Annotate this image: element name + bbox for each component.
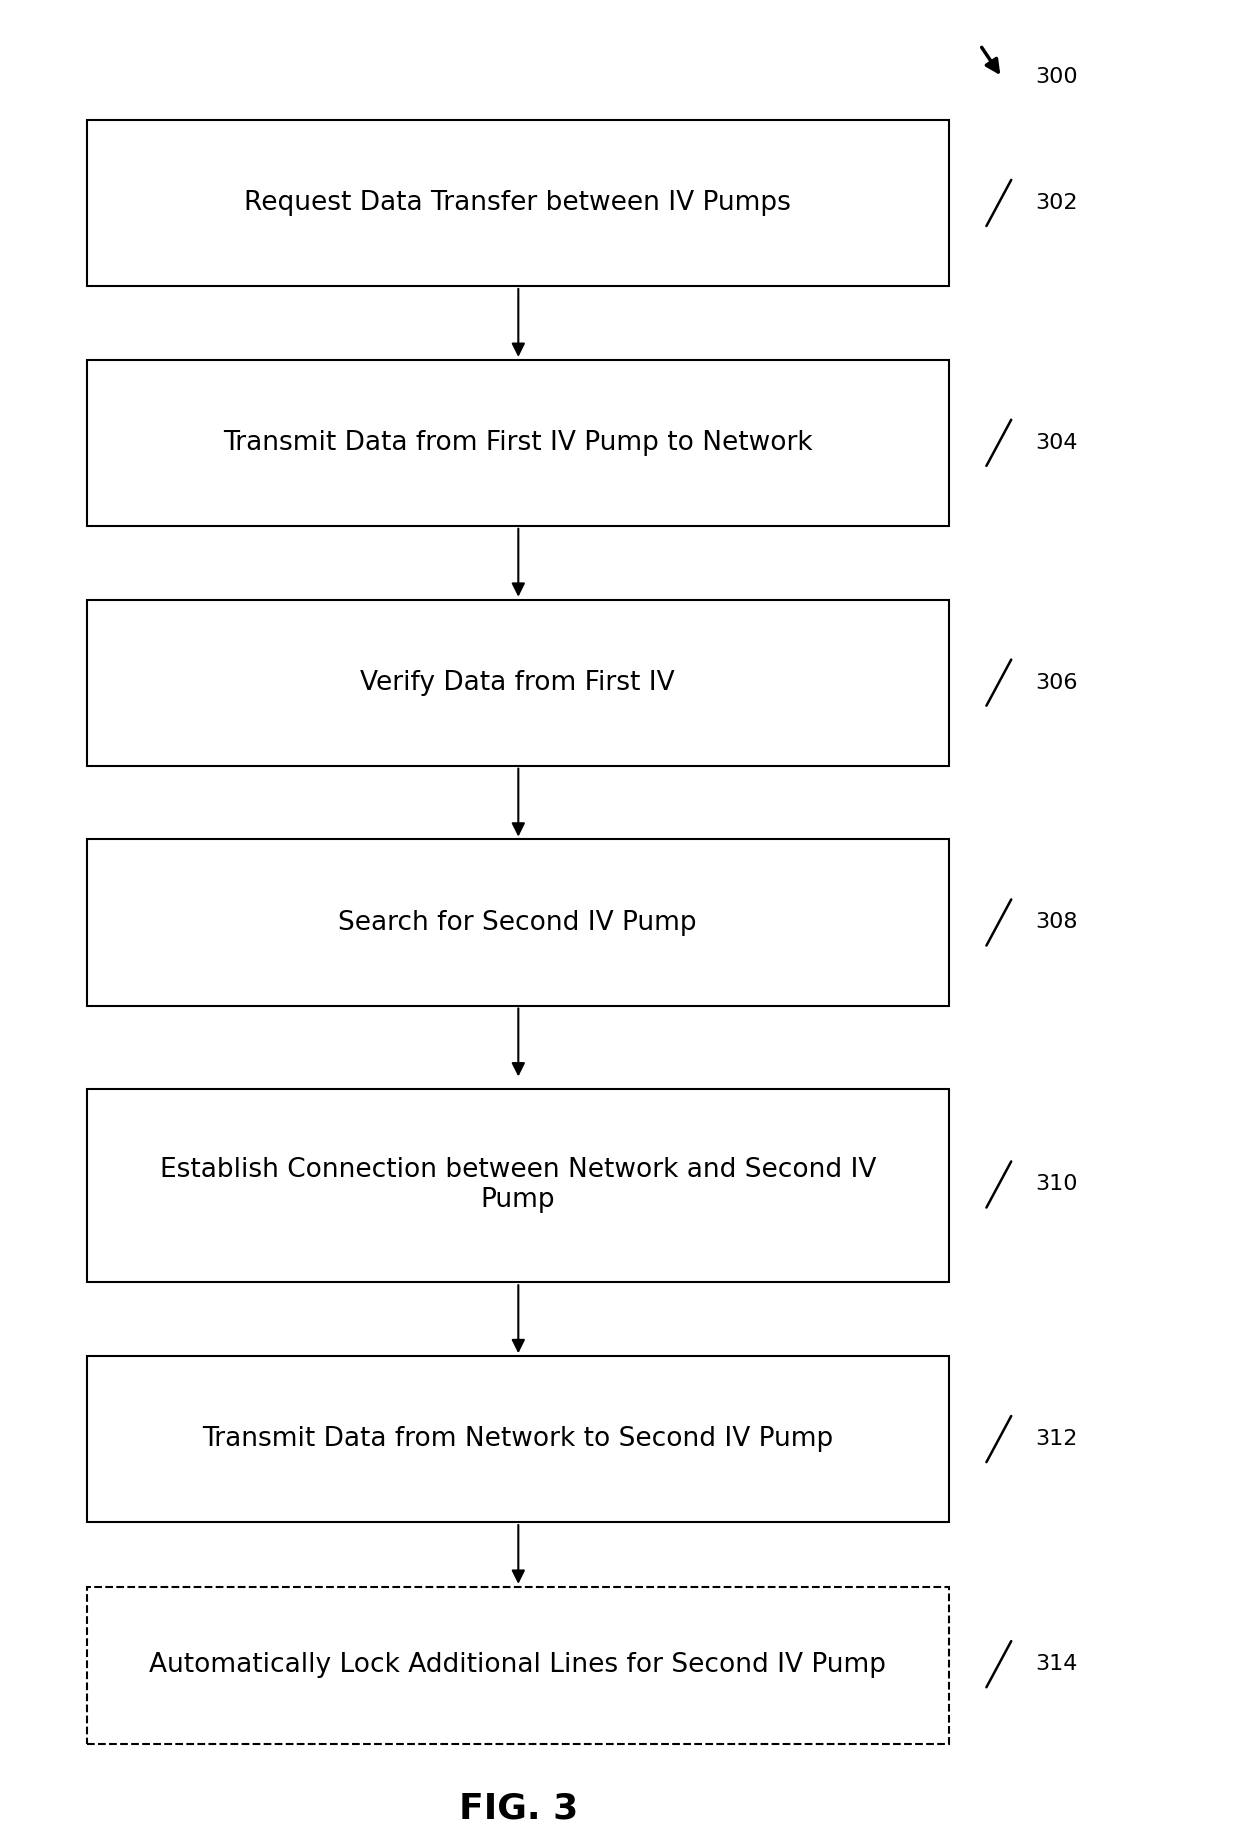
Text: Verify Data from First IV: Verify Data from First IV: [361, 670, 675, 696]
Text: Automatically Lock Additional Lines for Second IV Pump: Automatically Lock Additional Lines for …: [149, 1651, 887, 1679]
FancyBboxPatch shape: [87, 600, 949, 766]
FancyBboxPatch shape: [87, 839, 949, 1006]
Text: 304: 304: [1035, 434, 1078, 452]
Polygon shape: [87, 1587, 949, 1744]
Text: 314: 314: [1035, 1655, 1078, 1673]
FancyBboxPatch shape: [87, 360, 949, 526]
Text: Transmit Data from First IV Pump to Network: Transmit Data from First IV Pump to Netw…: [223, 430, 812, 456]
FancyBboxPatch shape: [87, 1356, 949, 1522]
FancyBboxPatch shape: [87, 120, 949, 286]
Text: 310: 310: [1035, 1175, 1078, 1194]
Text: FIG. 3: FIG. 3: [459, 1791, 578, 1825]
Text: 300: 300: [1035, 68, 1078, 87]
FancyBboxPatch shape: [87, 1089, 949, 1282]
Text: 312: 312: [1035, 1430, 1078, 1448]
Text: Request Data Transfer between IV Pumps: Request Data Transfer between IV Pumps: [244, 190, 791, 216]
Text: Transmit Data from Network to Second IV Pump: Transmit Data from Network to Second IV …: [202, 1426, 833, 1452]
Text: 302: 302: [1035, 194, 1078, 212]
Text: 308: 308: [1035, 913, 1078, 932]
Text: 306: 306: [1035, 673, 1078, 692]
Text: Search for Second IV Pump: Search for Second IV Pump: [339, 910, 697, 935]
Text: Establish Connection between Network and Second IV
Pump: Establish Connection between Network and…: [160, 1157, 875, 1214]
